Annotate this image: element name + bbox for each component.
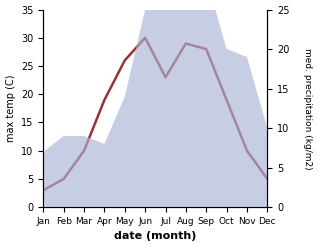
- Y-axis label: med. precipitation (kg/m2): med. precipitation (kg/m2): [303, 48, 313, 169]
- Y-axis label: max temp (C): max temp (C): [5, 75, 16, 142]
- X-axis label: date (month): date (month): [114, 231, 197, 242]
